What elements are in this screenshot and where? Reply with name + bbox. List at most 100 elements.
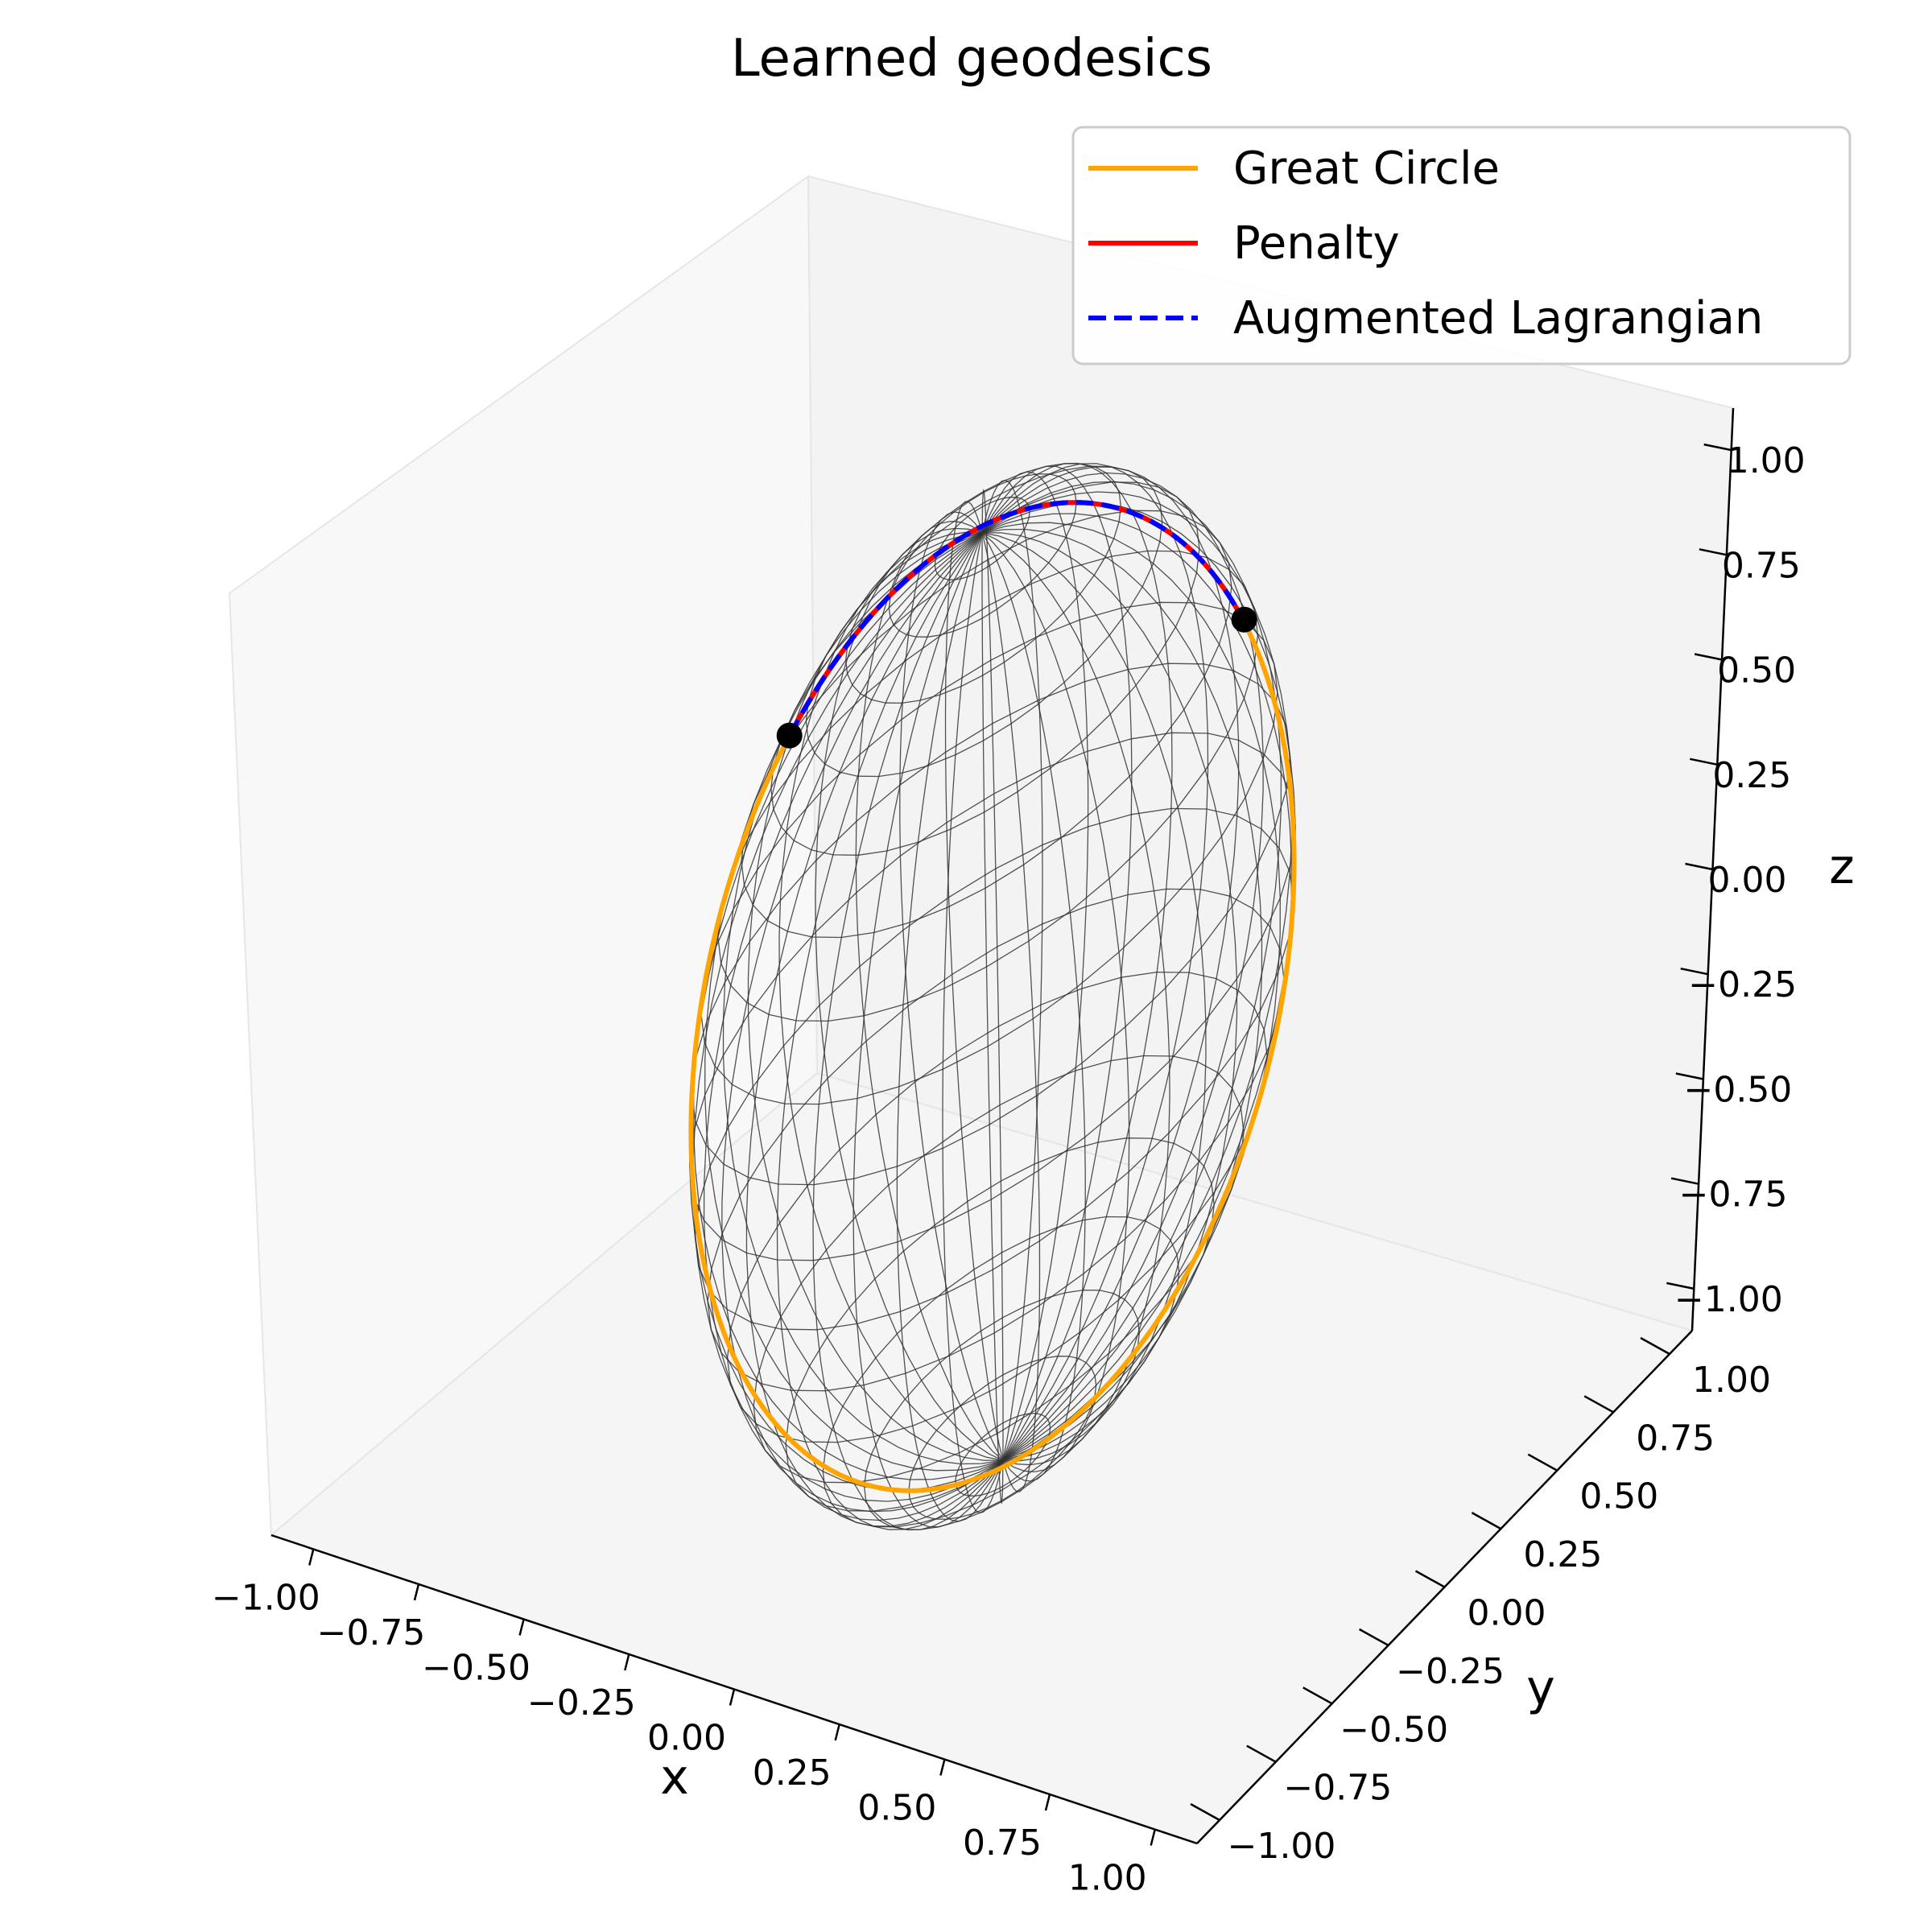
sphere-meridian [776, 532, 1004, 1530]
sphere-meridian [981, 489, 1004, 1461]
endpoint-marker-2 [1231, 606, 1257, 633]
sphere-meridian [981, 472, 1264, 1461]
x-tick-mark [308, 1549, 315, 1566]
y-tick-mark [1583, 1395, 1614, 1414]
sphere-meridian [981, 522, 1281, 1461]
z-tick-label: 0.25 [1712, 755, 1791, 796]
z-tick-label: −1.00 [1674, 1279, 1783, 1320]
sphere-meridian [981, 479, 1043, 1461]
legend-box [1071, 126, 1852, 365]
sphere-meridian [896, 532, 1004, 1522]
z-tick-mark [1675, 1072, 1704, 1080]
sphere-meridian [981, 532, 1004, 1505]
sphere-meridian [981, 532, 1041, 1492]
y-tick-label: −1.00 [1228, 1826, 1336, 1867]
z-tick-mark [1685, 862, 1713, 871]
x-tick-mark [413, 1583, 420, 1601]
z-tick-mark [1670, 1177, 1699, 1185]
sphere-meridian [981, 466, 1240, 1461]
x-tick-mark [518, 1619, 525, 1636]
sphere-meridian [982, 532, 1238, 1461]
z-tick-label: −0.25 [1688, 964, 1797, 1005]
legend-label-great-circle: Great Circle [1233, 142, 1500, 195]
x-tick-label: −0.50 [422, 1648, 530, 1689]
x-tick-mark [1150, 1829, 1156, 1846]
sphere-meridian [747, 532, 1003, 1461]
x-tick-label: 1.00 [1068, 1858, 1147, 1899]
z-tick-mark [1690, 758, 1718, 766]
x-tick-mark [729, 1689, 736, 1706]
y-tick-label: −0.25 [1396, 1651, 1505, 1692]
z-tick-label: 1.00 [1727, 440, 1806, 481]
sphere-meridian [981, 532, 1130, 1473]
x-axis-label: x [660, 1749, 689, 1806]
sphere-meridian [982, 528, 1263, 1461]
sphere-meridian [704, 532, 1004, 1472]
sphere-meridian [722, 532, 1003, 1465]
z-tick-label: 0.50 [1717, 650, 1796, 691]
y-tick-mark [1302, 1686, 1333, 1705]
y-tick-label: 1.00 [1692, 1360, 1771, 1401]
chart-title: Learned geodesics [731, 29, 1212, 89]
x-tick-label: 0.00 [647, 1718, 726, 1759]
sphere-meridian [721, 532, 1004, 1521]
sphere-meridian [981, 532, 1207, 1462]
y-tick-mark [1414, 1570, 1446, 1588]
z-tick-mark [1666, 1282, 1695, 1290]
legend-label-penalty: Penalty [1233, 217, 1400, 270]
series-line-augmented-lagrangian [787, 500, 1246, 737]
y-tick-mark [1358, 1628, 1389, 1646]
sphere-meridian [944, 501, 1004, 1461]
y-tick-mark [1246, 1744, 1277, 1763]
sphere-meridian [703, 532, 1004, 1513]
y-tick-mark [1471, 1512, 1502, 1530]
y-tick-label: 0.00 [1468, 1593, 1546, 1634]
sphere-meridian [981, 465, 1133, 1461]
y-tick-mark [1640, 1336, 1670, 1356]
endpoint-marker-1 [776, 722, 803, 749]
wireframe-sphere [689, 462, 1296, 1531]
z-axis-label: z [1829, 839, 1855, 895]
x-tick-mark [624, 1653, 630, 1671]
y-tick-label: 0.50 [1579, 1476, 1658, 1517]
z-tick-mark [1694, 653, 1723, 661]
sphere-meridian [981, 471, 1089, 1461]
sphere-meridian [812, 532, 1004, 1531]
x-tick-mark [834, 1724, 840, 1741]
x-tick-label: 0.50 [857, 1788, 936, 1829]
y-tick-label: −0.50 [1340, 1709, 1448, 1750]
x-tick-label: −1.00 [212, 1577, 320, 1618]
x-tick-label: −0.75 [317, 1612, 426, 1653]
sphere-meridian [981, 462, 1173, 1461]
x-tick-mark [1044, 1794, 1051, 1811]
sphere-meridian [745, 532, 1004, 1527]
z-tick-mark [1703, 443, 1732, 452]
y-tick-mark [1190, 1802, 1220, 1822]
z-tick-label: −0.50 [1683, 1070, 1792, 1111]
sphere-meridian [981, 463, 1209, 1461]
x-tick-mark [939, 1759, 946, 1776]
sphere-meridian [981, 481, 1282, 1461]
y-axis: −1.00 −0.75 −0.50 −0.25 0.00 0.25 0.50 0.75 1.00 [1190, 1330, 1771, 1867]
sphere-meridian [852, 532, 1004, 1528]
x-tick-label: 0.75 [963, 1823, 1042, 1864]
x-tick-label: 0.25 [753, 1752, 832, 1794]
y-tick-mark [1527, 1453, 1558, 1472]
z-tick-mark [1680, 967, 1708, 976]
x-axis: −1.00−0.75−0.50−0.25 0.00 0.25 0.50 0.75 1.00 [212, 1534, 1198, 1899]
y-axis-label: y [1526, 1660, 1555, 1716]
y-tick-label: −0.75 [1283, 1768, 1392, 1809]
z-axis: −1.00 −0.75 −0.50 −0.25 0.00 0.25 0.50 0.75 1.00 [1666, 407, 1806, 1331]
y-tick-label: 0.25 [1523, 1534, 1602, 1575]
data-layer [688, 500, 1297, 1493]
sphere-meridian [778, 531, 1004, 1461]
sphere-meridian [815, 527, 1004, 1461]
legend-label-augmented-lagrangian: Augmented Lagrangian [1233, 292, 1763, 345]
z-tick-label: 0.00 [1708, 860, 1787, 901]
legend: Great Circle Penalty Augmented Lagrangia… [1071, 126, 1852, 365]
sphere-meridian [942, 532, 1004, 1514]
z-tick-label: 0.75 [1722, 545, 1801, 586]
z-tick-label: −0.75 [1679, 1174, 1788, 1216]
z-tick-mark [1699, 548, 1728, 556]
